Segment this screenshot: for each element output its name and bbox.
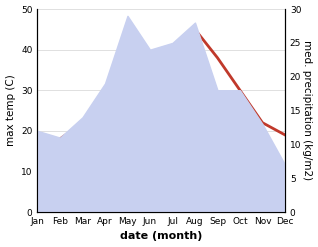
X-axis label: date (month): date (month)	[120, 231, 203, 242]
Y-axis label: max temp (C): max temp (C)	[5, 75, 16, 146]
Y-axis label: med. precipitation (kg/m2): med. precipitation (kg/m2)	[302, 41, 313, 181]
